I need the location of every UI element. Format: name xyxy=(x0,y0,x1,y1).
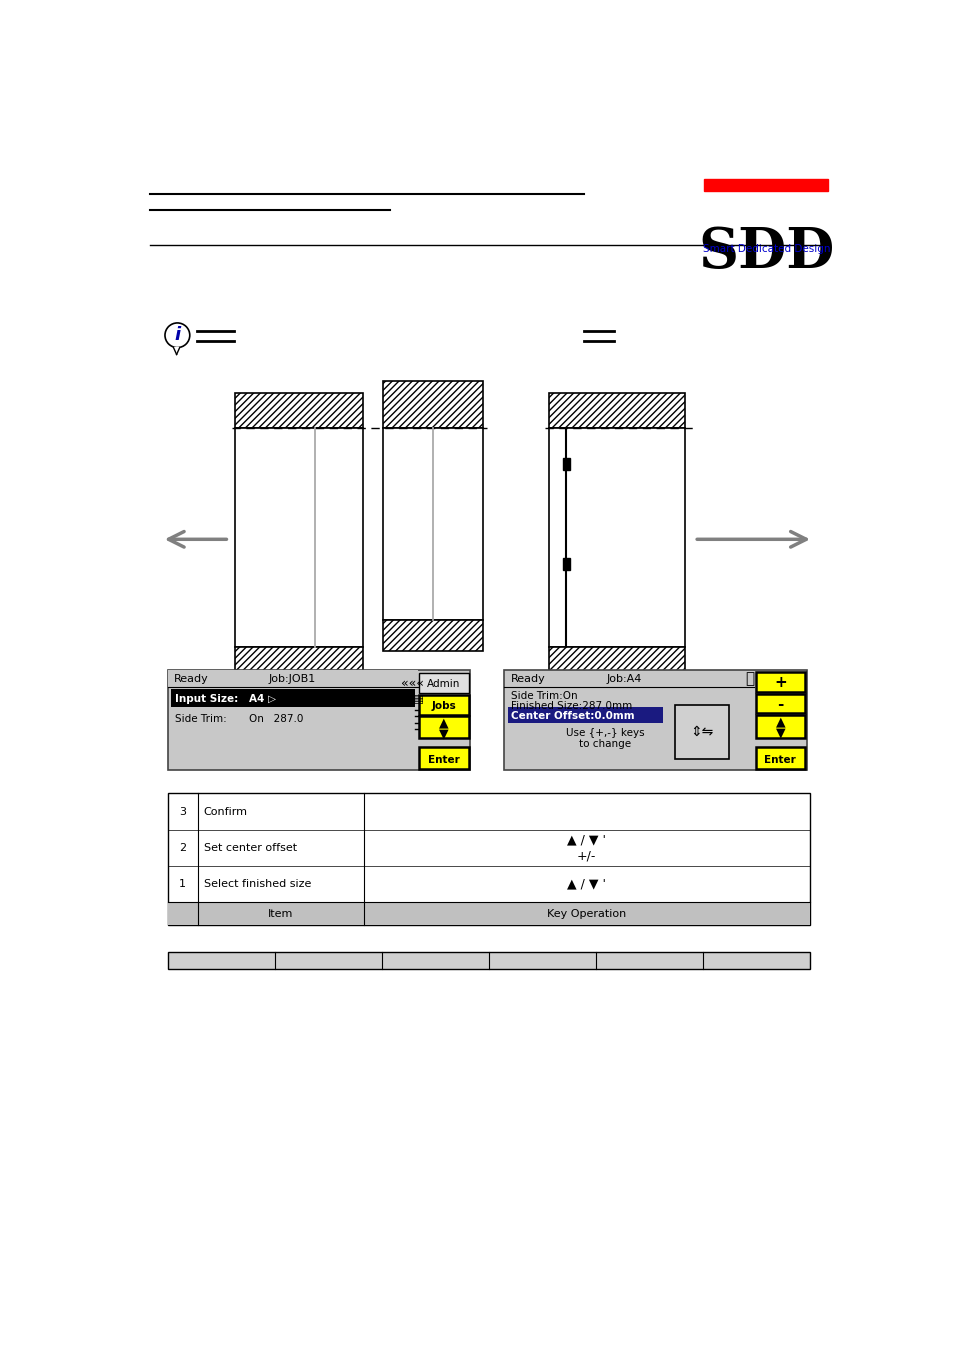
Bar xyxy=(235,428,363,647)
Text: Jobs: Jobs xyxy=(431,701,456,710)
Polygon shape xyxy=(173,347,179,355)
Bar xyxy=(235,393,363,428)
Text: Side Trim:: Side Trim: xyxy=(174,714,227,724)
Bar xyxy=(549,647,684,690)
Text: 2: 2 xyxy=(179,842,186,853)
Text: Confirm: Confirm xyxy=(204,807,248,817)
Text: ▲
▼: ▲ ▼ xyxy=(775,716,784,740)
Text: Set center offset: Set center offset xyxy=(204,842,296,853)
Bar xyxy=(418,717,468,738)
Bar xyxy=(418,674,468,694)
Bar xyxy=(418,747,468,768)
Text: Enter: Enter xyxy=(763,755,796,764)
Text: SDD: SDD xyxy=(698,225,834,281)
Text: ▲
▼: ▲ ▼ xyxy=(438,716,448,740)
Text: On   287.0: On 287.0 xyxy=(249,714,303,724)
Bar xyxy=(168,952,809,969)
Bar xyxy=(507,707,661,722)
Bar xyxy=(755,747,804,768)
Bar xyxy=(171,688,415,707)
Text: Select finished size: Select finished size xyxy=(204,879,311,890)
Bar xyxy=(235,647,363,690)
Bar xyxy=(418,695,468,716)
Text: ▲ / ▼ ': ▲ / ▼ ' xyxy=(566,878,605,891)
Text: 3: 3 xyxy=(179,807,186,817)
Bar xyxy=(168,902,809,925)
Text: Job:JOB1: Job:JOB1 xyxy=(268,674,315,683)
Text: to change: to change xyxy=(578,738,631,749)
Bar xyxy=(562,558,569,570)
Text: i: i xyxy=(174,327,180,344)
Bar xyxy=(168,670,470,771)
Text: Smart Dedicated Design: Smart Dedicated Design xyxy=(702,244,829,254)
Text: □▤: □▤ xyxy=(403,694,424,703)
Text: Input Size:: Input Size: xyxy=(174,694,238,703)
Text: Job:A4: Job:A4 xyxy=(606,674,641,683)
Text: Side Trim:On: Side Trim:On xyxy=(510,691,577,701)
Text: Use {+,-} keys: Use {+,-} keys xyxy=(565,729,644,738)
Text: +: + xyxy=(773,675,786,690)
Bar xyxy=(382,428,483,620)
Text: A4 ▷: A4 ▷ xyxy=(249,694,276,703)
Text: -: - xyxy=(777,697,782,711)
Bar xyxy=(549,393,684,428)
Text: Admin: Admin xyxy=(427,679,460,688)
Text: Ready: Ready xyxy=(510,674,545,683)
Text: Item: Item xyxy=(268,909,293,918)
Bar xyxy=(755,672,804,691)
Text: Key Operation: Key Operation xyxy=(546,909,625,918)
Text: 1: 1 xyxy=(179,879,186,890)
Text: ▲ / ▼ ': ▲ / ▼ ' xyxy=(566,834,605,846)
Bar xyxy=(703,180,827,192)
Bar xyxy=(382,382,483,428)
Bar xyxy=(382,620,483,651)
Bar xyxy=(168,794,809,925)
Bar xyxy=(755,694,804,713)
Bar xyxy=(674,705,728,759)
Bar xyxy=(562,458,569,470)
Text: ⇕⇋: ⇕⇋ xyxy=(690,725,713,738)
Text: Finished Size:287.0mm: Finished Size:287.0mm xyxy=(510,702,631,711)
Text: Enter: Enter xyxy=(428,755,459,764)
Bar xyxy=(549,428,684,647)
Text: Ready: Ready xyxy=(174,674,209,683)
Bar xyxy=(504,670,806,771)
Text: ⎙: ⎙ xyxy=(744,671,754,686)
Bar xyxy=(755,716,804,738)
Text: Center Offset:0.0mm: Center Offset:0.0mm xyxy=(511,710,635,721)
Bar xyxy=(168,670,417,687)
Text: +/-: +/- xyxy=(577,849,596,863)
Text: «««: ««« xyxy=(400,676,423,690)
